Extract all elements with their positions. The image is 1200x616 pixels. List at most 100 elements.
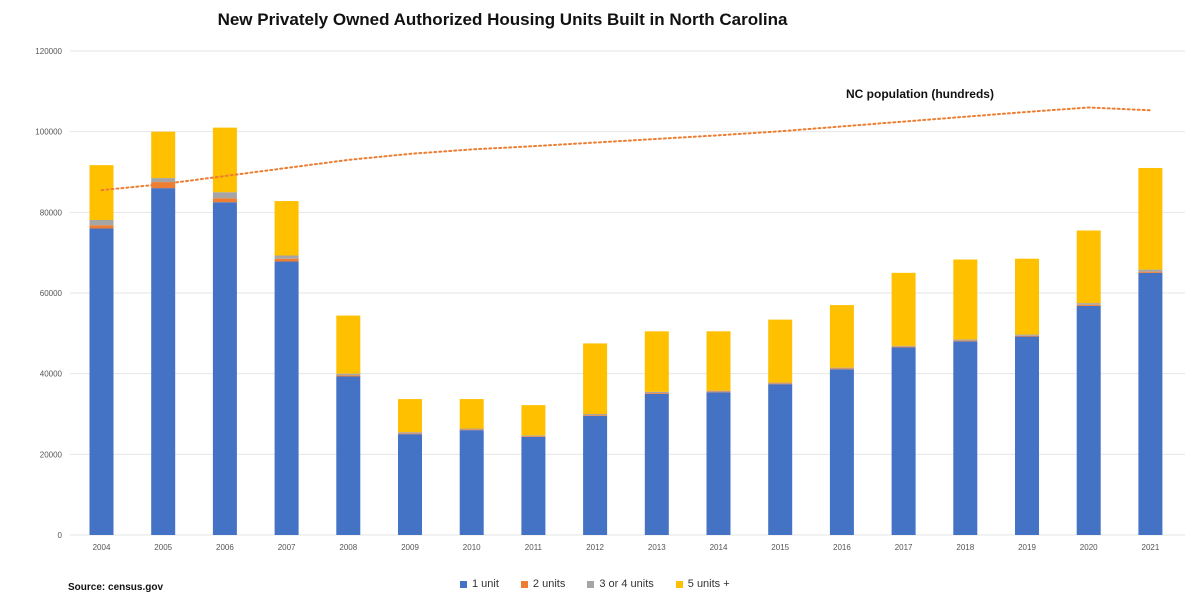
bar-segment-1-unit-2015 (768, 384, 793, 535)
y-axis-ticks: 0 20000 40000 60000 80000 100000 120000 (35, 47, 62, 540)
bar-segment-5-units--2004 (89, 165, 114, 220)
bar-segment-5-units--2010 (459, 399, 484, 429)
bar-segment-1-unit-2012 (583, 416, 608, 535)
x-tick-label: 2021 (1142, 543, 1160, 552)
bar-segment-2-units-2008 (336, 375, 361, 377)
x-tick-label: 2005 (154, 543, 172, 552)
bar-segment-3-or-4-units-2012 (583, 414, 608, 416)
x-tick-label: 2008 (339, 543, 357, 552)
bar-segment-1-unit-2013 (644, 393, 669, 535)
population-line: NC population (hundreds) (100, 87, 1152, 192)
bar-segment-5-units--2015 (768, 319, 793, 383)
x-tick-label: 2007 (278, 543, 296, 552)
bar-segment-2-units-2019 (1015, 335, 1039, 337)
bar-segment-5-units--2005 (151, 131, 176, 179)
x-tick-label: 2004 (93, 543, 111, 552)
bar-segment-2-units-2020 (1076, 304, 1101, 306)
legend-swatch-1-unit (460, 580, 467, 588)
bar-segment-3-or-4-units-2009 (398, 432, 422, 434)
bar-segment-2-units-2006 (212, 198, 237, 203)
x-tick-label: 2018 (956, 543, 974, 552)
y-tick-label: 80000 (40, 208, 63, 217)
legend-swatch-3-or-4-units (587, 580, 595, 588)
gridlines (70, 50, 1185, 536)
bar-segment-2-units-2013 (644, 393, 669, 394)
bar-segment-3-or-4-units-2008 (336, 373, 361, 376)
bar-segment-2-units-2012 (583, 415, 608, 417)
bar-segment-3-or-4-units-2016 (829, 367, 854, 369)
legend-label-2-units: 2 units (532, 578, 566, 590)
bar-segment-5-units--2008 (336, 315, 361, 374)
x-tick-label: 2011 (525, 543, 543, 552)
bar-segment-3-or-4-units-2004 (89, 219, 114, 226)
x-tick-label: 2017 (895, 543, 913, 552)
bar-segment-2-units-2004 (89, 225, 114, 229)
population-series-line (100, 106, 1152, 192)
bar-segment-3-or-4-units-2010 (459, 428, 484, 430)
bar-segment-3-or-4-units-2011 (521, 435, 546, 437)
bar-segment-2-units-2017 (891, 346, 916, 348)
y-tick-label: 40000 (40, 370, 63, 379)
legend-label-5-units-plus: 5 units + (687, 578, 730, 590)
bar-segment-1-unit-2006 (212, 202, 237, 535)
bar-segment-1-unit-2016 (829, 369, 854, 535)
x-tick-label: 2006 (216, 543, 234, 552)
source-note: Source: census.gov (68, 582, 164, 593)
y-tick-label: 100000 (35, 128, 62, 137)
bar-segment-5-units--2006 (212, 127, 237, 193)
bar-segment-5-units--2011 (521, 405, 546, 436)
bar-segment-1-unit-2017 (891, 347, 916, 535)
bar-segment-2-units-2005 (151, 182, 176, 189)
bar-segment-3-or-4-units-2007 (274, 255, 299, 259)
legend-swatch-2-units (520, 580, 528, 588)
bar-segment-1-unit-2019 (1015, 336, 1039, 535)
bar-segment-1-unit-2008 (336, 376, 361, 535)
bar-segment-2-units-2011 (521, 436, 546, 437)
legend: 1 unit 2 units 3 or 4 units 5 units + (460, 578, 730, 590)
bar-segment-5-units--2018 (953, 259, 978, 340)
bar-segment-2-units-2009 (398, 433, 422, 435)
population-line-label: NC population (hundreds) (846, 87, 994, 101)
x-tick-label: 2019 (1018, 543, 1036, 552)
bar-segment-5-units--2012 (583, 343, 608, 414)
legend-swatch-5-units-plus (675, 580, 683, 588)
x-axis-ticks: 2004 2005 2006 2007 2008 2009 2010 2011 2012 2013… (93, 543, 1160, 552)
y-tick-label: 120000 (35, 47, 62, 56)
bar-segment-3-or-4-units-2021 (1138, 269, 1163, 272)
bar-segment-3-or-4-units-2013 (644, 391, 669, 394)
bar-segment-5-units--2016 (829, 305, 854, 368)
bars (89, 127, 1163, 535)
bar-segment-3-or-4-units-2019 (1015, 334, 1039, 336)
bar-segment-3-or-4-units-2015 (768, 382, 793, 384)
bar-segment-5-units--2020 (1076, 230, 1101, 304)
x-tick-label: 2016 (833, 543, 851, 552)
bar-segment-2-units-2016 (829, 368, 854, 370)
x-tick-label: 2009 (401, 543, 419, 552)
bar-segment-2-units-2015 (768, 383, 793, 385)
bar-segment-3-or-4-units-2014 (706, 390, 731, 392)
bar-segment-3-or-4-units-2018 (953, 339, 978, 341)
legend-label-1-unit: 1 unit (472, 578, 499, 590)
bar-segment-2-units-2007 (274, 258, 299, 262)
y-tick-label: 0 (58, 531, 63, 540)
chart-title: New Privately Owned Authorized Housing U… (217, 10, 788, 29)
legend-label-3-or-4-units: 3 or 4 units (599, 578, 654, 590)
bar-segment-1-unit-2005 (151, 188, 176, 535)
bar-segment-1-unit-2010 (459, 430, 484, 535)
bar-segment-2-units-2014 (706, 391, 731, 393)
legend-item-3-or-4-units: 3 or 4 units (587, 578, 654, 590)
y-tick-label: 20000 (40, 450, 63, 459)
bar-segment-1-unit-2020 (1076, 305, 1101, 535)
bar-segment-1-unit-2021 (1138, 272, 1163, 535)
bar-segment-1-unit-2018 (953, 341, 978, 535)
bar-segment-2-units-2021 (1138, 271, 1163, 273)
x-tick-label: 2012 (586, 543, 604, 552)
x-tick-label: 2020 (1080, 543, 1098, 552)
bar-segment-5-units--2009 (398, 399, 422, 433)
bar-segment-5-units--2017 (891, 272, 916, 346)
bar-segment-5-units--2013 (644, 331, 669, 392)
bar-segment-1-unit-2007 (274, 261, 299, 535)
bar-segment-5-units--2019 (1015, 258, 1039, 335)
legend-item-1-unit: 1 unit (460, 578, 499, 590)
bar-segment-5-units--2014 (706, 331, 731, 391)
